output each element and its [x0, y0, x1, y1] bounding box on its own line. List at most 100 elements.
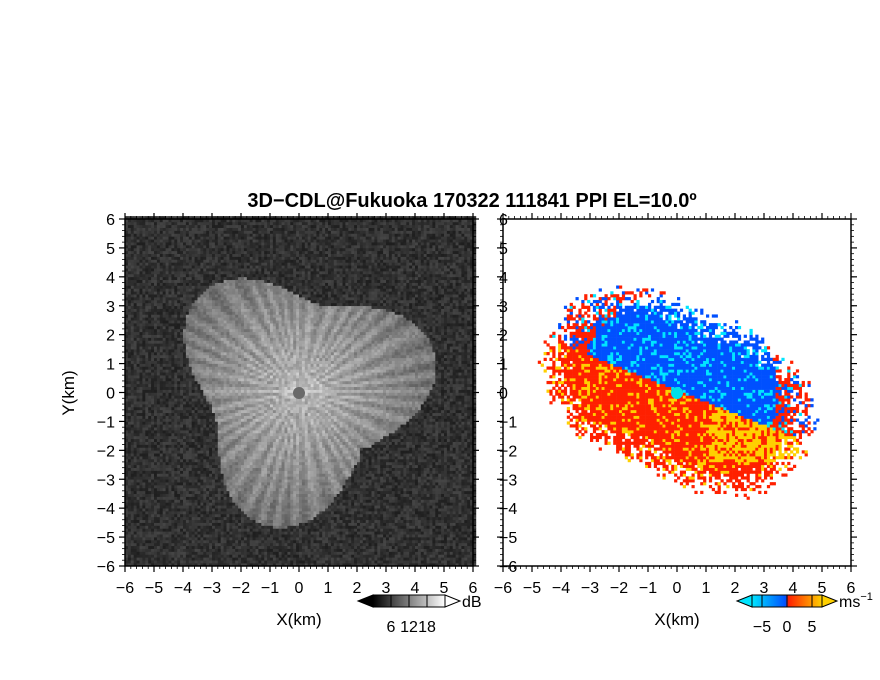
reflectivity-cell	[189, 453, 192, 456]
reflectivity-cell	[183, 410, 186, 413]
reflectivity-cell	[151, 526, 154, 529]
reflectivity-cell	[227, 384, 230, 387]
reflectivity-cell	[212, 277, 215, 280]
reflectivity-cell	[189, 254, 192, 257]
reflectivity-cell	[148, 384, 151, 387]
reflectivity-cell	[224, 288, 227, 291]
reflectivity-cell	[140, 317, 143, 320]
reflectivity-cell	[163, 459, 166, 462]
reflectivity-cell	[163, 257, 166, 260]
reflectivity-cell	[151, 390, 154, 393]
reflectivity-cell	[238, 306, 241, 309]
reflectivity-cell	[218, 372, 221, 375]
reflectivity-cell	[148, 557, 151, 560]
reflectivity-cell	[241, 387, 244, 390]
reflectivity-cell	[128, 332, 131, 335]
reflectivity-cell	[131, 528, 134, 531]
reflectivity-cell	[229, 528, 232, 531]
reflectivity-cell	[235, 303, 238, 306]
reflectivity-cell	[221, 343, 224, 346]
reflectivity-cell	[177, 560, 180, 563]
reflectivity-cell	[200, 537, 203, 540]
reflectivity-cell	[140, 424, 143, 427]
reflectivity-cell	[218, 560, 221, 563]
reflectivity-cell	[218, 462, 221, 465]
reflectivity-cell	[142, 364, 145, 367]
reflectivity-cell	[218, 508, 221, 511]
reflectivity-cell	[174, 479, 177, 482]
reflectivity-cell	[171, 280, 174, 283]
reflectivity-cell	[131, 557, 134, 560]
reflectivity-cell	[163, 343, 166, 346]
reflectivity-cell	[189, 251, 192, 254]
reflectivity-cell	[148, 346, 151, 349]
reflectivity-cell	[227, 447, 230, 450]
reflectivity-cell	[229, 297, 232, 300]
reflectivity-cell	[229, 549, 232, 552]
reflectivity-cell	[212, 378, 215, 381]
reflectivity-cell	[186, 395, 189, 398]
reflectivity-cell	[200, 329, 203, 332]
reflectivity-cell	[189, 401, 192, 404]
reflectivity-cell	[145, 262, 148, 265]
reflectivity-cell	[224, 557, 227, 560]
reflectivity-cell	[145, 355, 148, 358]
reflectivity-cell	[154, 378, 157, 381]
reflectivity-cell	[131, 445, 134, 448]
reflectivity-cell	[198, 280, 201, 283]
reflectivity-cell	[186, 505, 189, 508]
reflectivity-cell	[160, 288, 163, 291]
reflectivity-cell	[224, 526, 227, 529]
reflectivity-cell	[180, 419, 183, 422]
reflectivity-cell	[238, 540, 241, 543]
reflectivity-cell	[218, 393, 221, 396]
reflectivity-cell	[229, 274, 232, 277]
reflectivity-cell	[151, 378, 154, 381]
reflectivity-cell	[192, 450, 195, 453]
reflectivity-cell	[128, 361, 131, 364]
reflectivity-cell	[198, 381, 201, 384]
reflectivity-cell	[154, 268, 157, 271]
reflectivity-cell	[192, 265, 195, 268]
reflectivity-cell	[183, 225, 186, 228]
reflectivity-cell	[221, 231, 224, 234]
reflectivity-cell	[203, 390, 206, 393]
reflectivity-cell	[189, 288, 192, 291]
reflectivity-cell	[238, 332, 241, 335]
reflectivity-cell	[160, 332, 163, 335]
reflectivity-cell	[151, 453, 154, 456]
reflectivity-cell	[148, 445, 151, 448]
reflectivity-cell	[163, 523, 166, 526]
reflectivity-cell	[137, 450, 140, 453]
reflectivity-cell	[128, 248, 131, 251]
reflectivity-cell	[229, 459, 232, 462]
reflectivity-cell	[198, 462, 201, 465]
reflectivity-cell	[195, 407, 198, 410]
reflectivity-cell	[160, 520, 163, 523]
reflectivity-cell	[160, 479, 163, 482]
reflectivity-cell	[221, 421, 224, 424]
reflectivity-cell	[198, 225, 201, 228]
reflectivity-cell	[183, 254, 186, 257]
reflectivity-cell	[180, 537, 183, 540]
reflectivity-cell	[200, 543, 203, 546]
reflectivity-cell	[235, 361, 238, 364]
reflectivity-cell	[134, 543, 137, 546]
reflectivity-cell	[174, 364, 177, 367]
reflectivity-cell	[195, 413, 198, 416]
reflectivity-cell	[180, 277, 183, 280]
reflectivity-cell	[157, 338, 160, 341]
reflectivity-cell	[198, 375, 201, 378]
reflectivity-cell	[218, 314, 221, 317]
reflectivity-cell	[148, 277, 151, 280]
reflectivity-cell	[215, 254, 218, 257]
reflectivity-cell	[232, 335, 235, 338]
reflectivity-cell	[166, 453, 169, 456]
reflectivity-cell	[229, 424, 232, 427]
reflectivity-cell	[171, 306, 174, 309]
reflectivity-cell	[241, 511, 244, 514]
reflectivity-cell	[212, 407, 215, 410]
reflectivity-cell	[145, 557, 148, 560]
reflectivity-cell	[241, 439, 244, 442]
reflectivity-cell	[195, 378, 198, 381]
